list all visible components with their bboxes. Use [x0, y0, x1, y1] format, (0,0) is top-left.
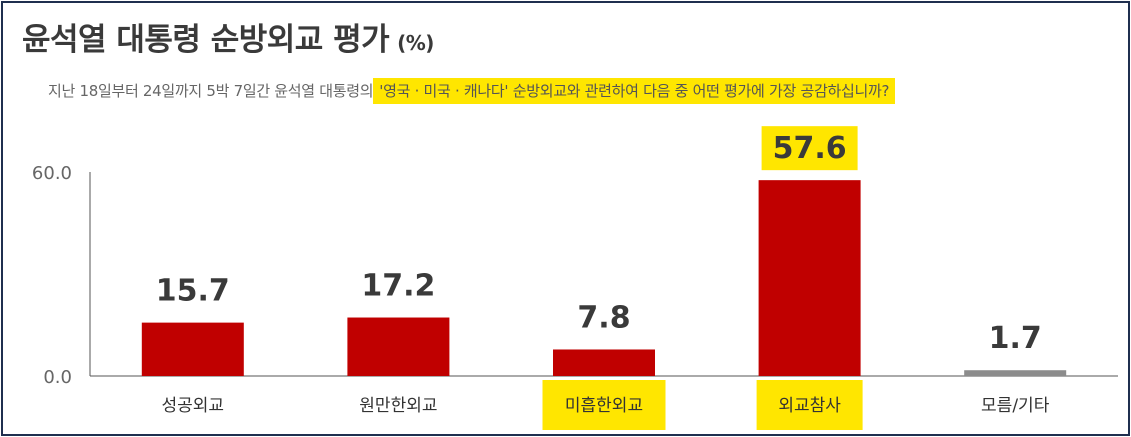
data-label: 1.7 [989, 321, 1042, 356]
data-label: 15.7 [156, 274, 230, 309]
value-label-highlight [761, 126, 858, 171]
category-label-highlight [756, 380, 863, 430]
chart-subtitle: 지난 18일부터 24일까지 5박 7일간 윤석열 대통령의 '영국 · 미국 ·… [48, 78, 896, 104]
subtitle-plain: 지난 18일부터 24일까지 5박 7일간 윤석열 대통령의 [48, 82, 374, 100]
bar [964, 370, 1067, 376]
bar [758, 180, 861, 376]
x-tick-label: 미흡한외교 [565, 396, 643, 416]
x-tick-label: 성공외교 [162, 396, 225, 416]
y-tick-label: 0.0 [43, 367, 72, 388]
subtitle-highlight: '영국 · 미국 · 캐나다' 순방외교와 관련하여 다음 중 어떤 평가에 가… [373, 78, 896, 104]
x-tick-label: 원만한외교 [359, 396, 437, 416]
data-label: 7.8 [577, 300, 630, 335]
bar [553, 349, 655, 376]
chart-title: 윤석열 대통령 순방외교 평가 (%) [22, 22, 434, 58]
x-tick-label: 외교참사 [778, 396, 841, 416]
data-label: 17.2 [361, 269, 435, 304]
bar [141, 322, 244, 376]
y-tick-label: 60.0 [32, 163, 72, 184]
x-tick-label: 모름/기타 [981, 396, 1050, 416]
data-label: 57.6 [773, 131, 847, 166]
category-label-highlight [542, 380, 666, 430]
unit-label: (%) [397, 31, 434, 55]
bar [347, 317, 450, 376]
